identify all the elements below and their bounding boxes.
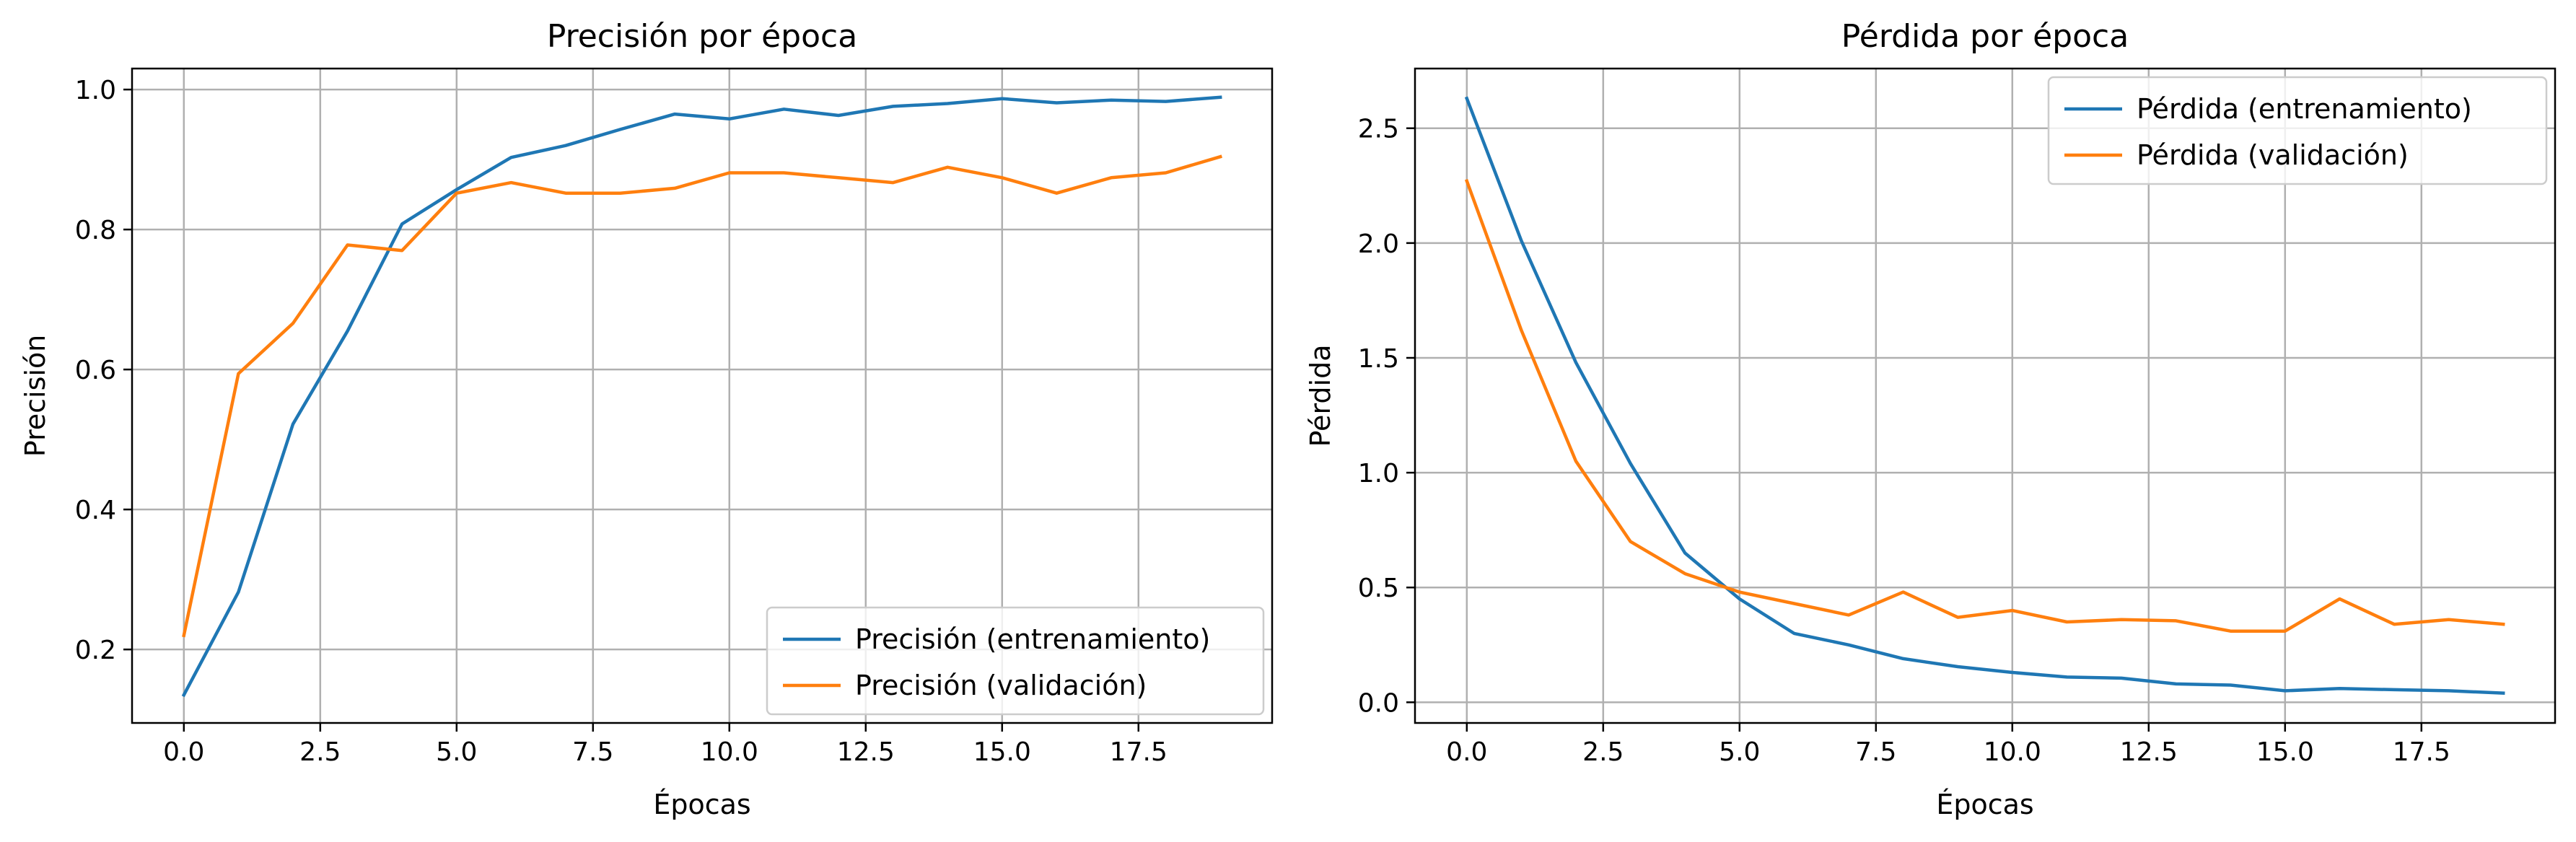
x-tick-label: 10.0 [701, 737, 758, 767]
series-line-validation [182, 154, 1222, 638]
x-tick-label: 12.5 [2120, 737, 2178, 767]
legend-entry: Pérdida (entrenamiento) [2137, 93, 2472, 125]
x-tick-label: 2.5 [1582, 737, 1624, 767]
x-tick-label: 7.5 [1855, 737, 1896, 767]
series-line-training [1464, 96, 2505, 695]
legend-entry: Precisión (validación) [855, 670, 1147, 701]
y-tick-label: 0.6 [75, 356, 116, 385]
x-axis-ticks: 0.0 2.5 5.0 7.5 10.0 12.5 15.0 17.5 [1446, 723, 2450, 767]
x-tick-label: 0.0 [1446, 737, 1487, 767]
x-tick-label: 15.0 [973, 737, 1031, 767]
loss-chart: 0.0 2.5 5.0 7.5 10.0 12.5 15.0 17.5 0.0 0.5 1.0 1.5… [1305, 18, 2557, 820]
series-group [1464, 96, 2505, 695]
plot-frame [1414, 67, 2557, 724]
y-tick-label: 0.5 [1358, 574, 1399, 603]
x-axis-label: Épocas [1936, 789, 2033, 820]
y-axis-label: Pérdida [1305, 345, 1336, 447]
accuracy-chart: 0.0 2.5 5.0 7.5 10.0 12.5 15.0 17.5 0.2 0.4 0.6 0.8… [19, 18, 1274, 820]
y-tick-label: 0.8 [75, 216, 116, 245]
series-line-training [181, 95, 1222, 698]
legend-box [2047, 76, 2548, 185]
y-tick-label: 0.2 [75, 636, 116, 665]
x-tick-label: 15.0 [2256, 737, 2314, 767]
y-axis-ticks: 0.0 0.5 1.0 1.5 2.0 2.5 [1358, 115, 1415, 718]
y-tick-label: 2.0 [1358, 229, 1399, 259]
x-tick-label: 5.0 [436, 737, 477, 767]
chart-title: Pérdida por época [1841, 18, 2129, 55]
y-tick-label: 1.0 [75, 76, 116, 105]
y-tick-label: 2.5 [1358, 115, 1399, 144]
y-tick-label: 0.4 [75, 496, 116, 525]
legend: Pérdida (entrenamiento) Pérdida (validaci… [2047, 76, 2548, 185]
legend-box [766, 606, 1265, 716]
grid [132, 69, 1272, 723]
y-tick-label: 1.5 [1358, 344, 1399, 374]
plot-frame [131, 67, 1274, 724]
y-tick-label: 1.0 [1358, 459, 1399, 488]
x-tick-label: 7.5 [572, 737, 613, 767]
x-tick-label: 10.0 [1984, 737, 2041, 767]
x-tick-label: 5.0 [1719, 737, 1760, 767]
series-line-validation [1464, 179, 2505, 633]
x-axis-label: Épocas [653, 789, 750, 820]
x-tick-label: 12.5 [837, 737, 895, 767]
series-group [181, 95, 1222, 698]
x-tick-label: 0.0 [163, 737, 204, 767]
grid [1415, 69, 2555, 723]
y-axis-ticks: 0.2 0.4 0.6 0.8 1.0 [75, 76, 132, 665]
legend-entry: Pérdida (validación) [2137, 139, 2409, 171]
x-tick-label: 2.5 [299, 737, 341, 767]
x-tick-label: 17.5 [1110, 737, 1167, 767]
y-axis-label: Precisión [19, 335, 51, 457]
legend-entry: Precisión (entrenamiento) [855, 623, 1210, 655]
x-axis-ticks: 0.0 2.5 5.0 7.5 10.0 12.5 15.0 17.5 [163, 723, 1167, 767]
y-tick-label: 0.0 [1358, 688, 1399, 718]
chart-title: Precisión por época [547, 18, 857, 55]
legend: Precisión (entrenamiento) Precisión (vali… [766, 606, 1265, 716]
x-tick-label: 17.5 [2393, 737, 2450, 767]
